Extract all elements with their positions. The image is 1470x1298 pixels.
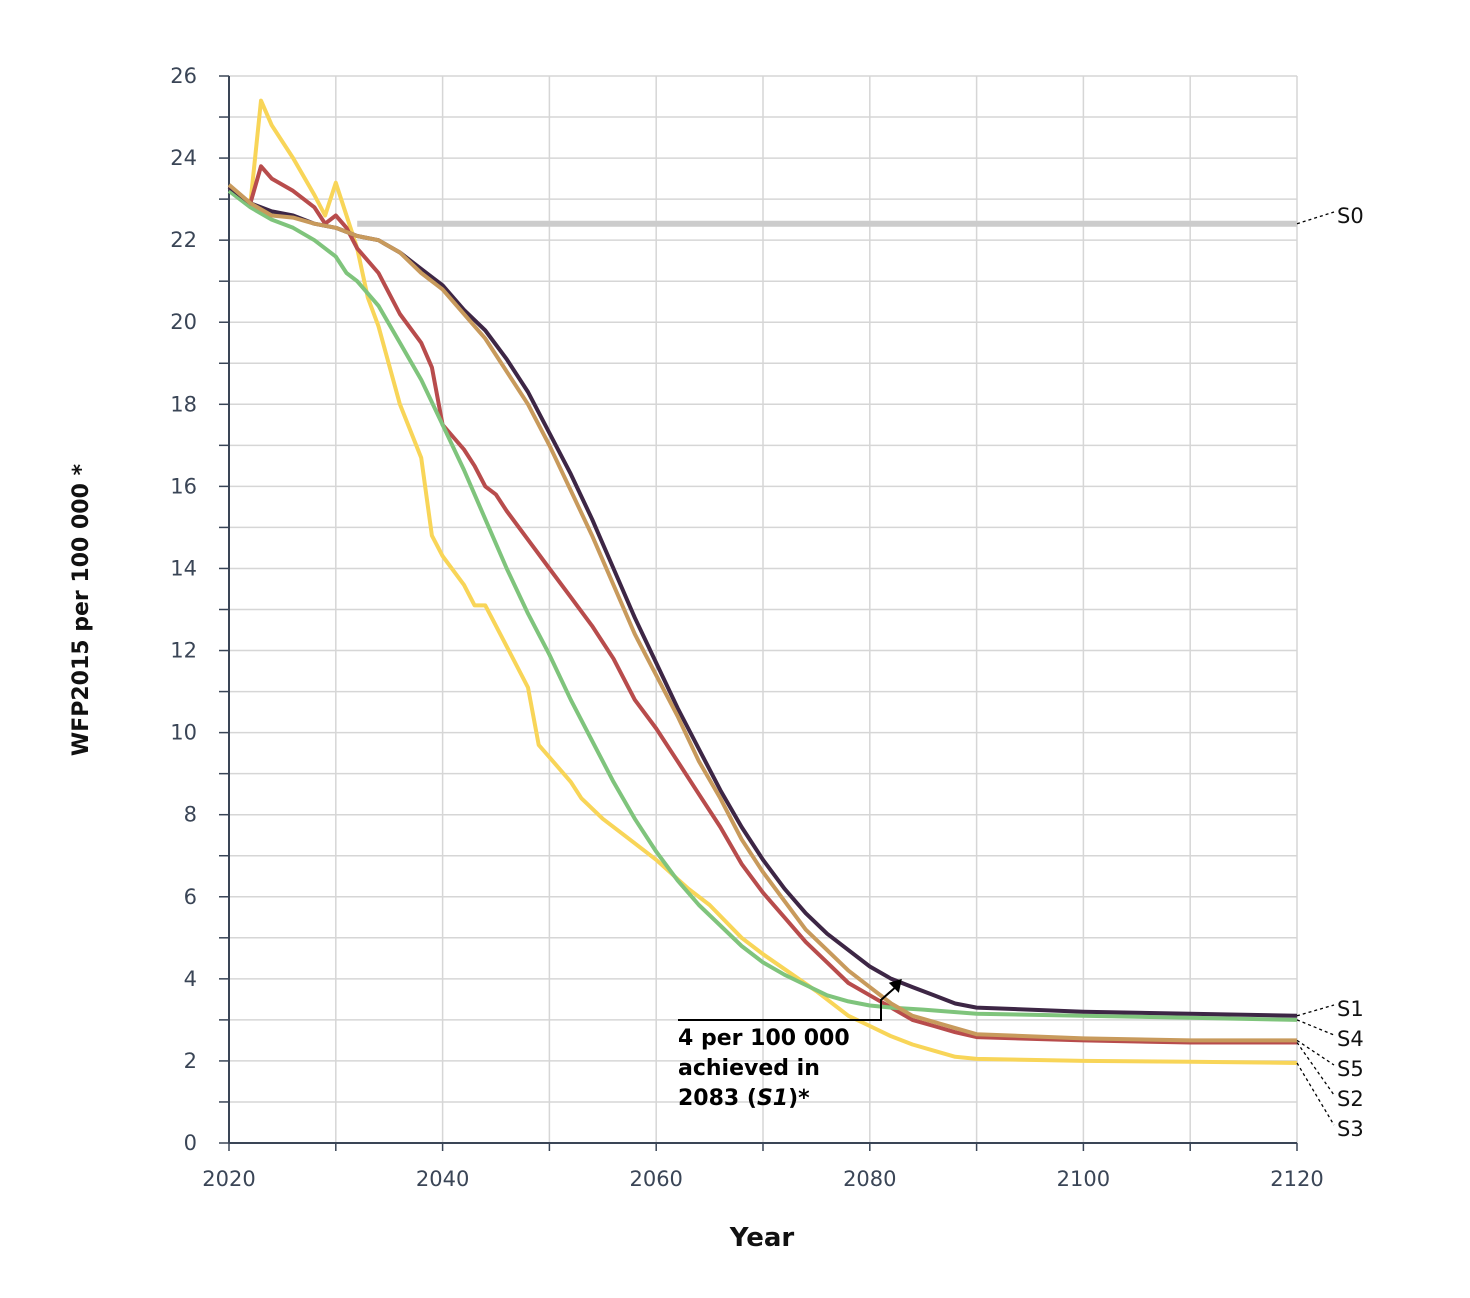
y-tick-label: 16 bbox=[170, 474, 197, 498]
annotation-suffix: )* bbox=[788, 1086, 810, 1111]
annotation-prefix: 2083 ( bbox=[678, 1086, 757, 1111]
y-tick-label: 4 bbox=[184, 967, 197, 991]
y-tick-label: 10 bbox=[170, 721, 197, 745]
series-line-s3 bbox=[227, 98, 1298, 1065]
y-tick-label: 18 bbox=[170, 392, 197, 416]
series-label-s2: S2 bbox=[1337, 1087, 1364, 1111]
x-tick-label: 2120 bbox=[1270, 1167, 1323, 1191]
y-tick-label: 0 bbox=[184, 1131, 197, 1155]
y-tick-label: 8 bbox=[184, 803, 197, 827]
label-leader-s3 bbox=[1296, 1062, 1335, 1126]
annotation-text-line: achieved in bbox=[678, 1056, 820, 1081]
series-label-s4: S4 bbox=[1337, 1027, 1364, 1051]
annotation-text-line: 4 per 100 000 bbox=[678, 1026, 850, 1051]
label-leader-s4 bbox=[1296, 1019, 1335, 1036]
series-line-s4 bbox=[227, 189, 1298, 1022]
x-tick-label: 2060 bbox=[629, 1167, 682, 1191]
y-tick-label: 24 bbox=[170, 146, 197, 170]
annotation-leader bbox=[678, 986, 897, 1021]
y-tick-label: 22 bbox=[170, 228, 197, 252]
x-tick-label: 2040 bbox=[416, 1167, 469, 1191]
series-label-s1: S1 bbox=[1337, 997, 1364, 1021]
y-tick-label: 12 bbox=[170, 639, 197, 663]
annotation-series: S1 bbox=[757, 1086, 788, 1111]
y-tick-label: 2 bbox=[184, 1049, 197, 1073]
label-leader-s1 bbox=[1296, 1004, 1335, 1017]
arrow-head-icon bbox=[888, 978, 902, 993]
series-line-s5 bbox=[227, 183, 1297, 1043]
series-labels: S0 S1 S4 S5 S2 S3 bbox=[1296, 204, 1364, 1141]
annotation-text-line: 2083 (S1)* bbox=[678, 1086, 810, 1111]
series-label-s5: S5 bbox=[1337, 1057, 1364, 1081]
series-label-s0: S0 bbox=[1337, 204, 1364, 228]
y-axis-title: WFP2015 per 100 000 * bbox=[69, 463, 94, 756]
y-tick-label: 26 bbox=[170, 64, 197, 88]
series-line-s2 bbox=[227, 164, 1297, 1045]
series-label-s3: S3 bbox=[1337, 1117, 1364, 1141]
y-tick-label: 20 bbox=[170, 310, 197, 334]
annotation: 4 per 100 000 achieved in 2083 (S1)* bbox=[678, 978, 902, 1111]
y-tick-label: 14 bbox=[170, 556, 197, 580]
x-axis-title: Year bbox=[729, 1223, 795, 1253]
x-tick-label: 2080 bbox=[843, 1167, 896, 1191]
series-lines bbox=[227, 98, 1298, 1065]
label-leader-s5 bbox=[1296, 1039, 1335, 1066]
label-leader-s2 bbox=[1296, 1042, 1335, 1096]
x-tick-label: 2100 bbox=[1057, 1167, 1110, 1191]
x-tick-label: 2020 bbox=[202, 1167, 255, 1191]
label-leader-s0 bbox=[1296, 211, 1335, 225]
y-tick-label: 6 bbox=[184, 885, 197, 909]
gridlines bbox=[229, 75, 1298, 1143]
